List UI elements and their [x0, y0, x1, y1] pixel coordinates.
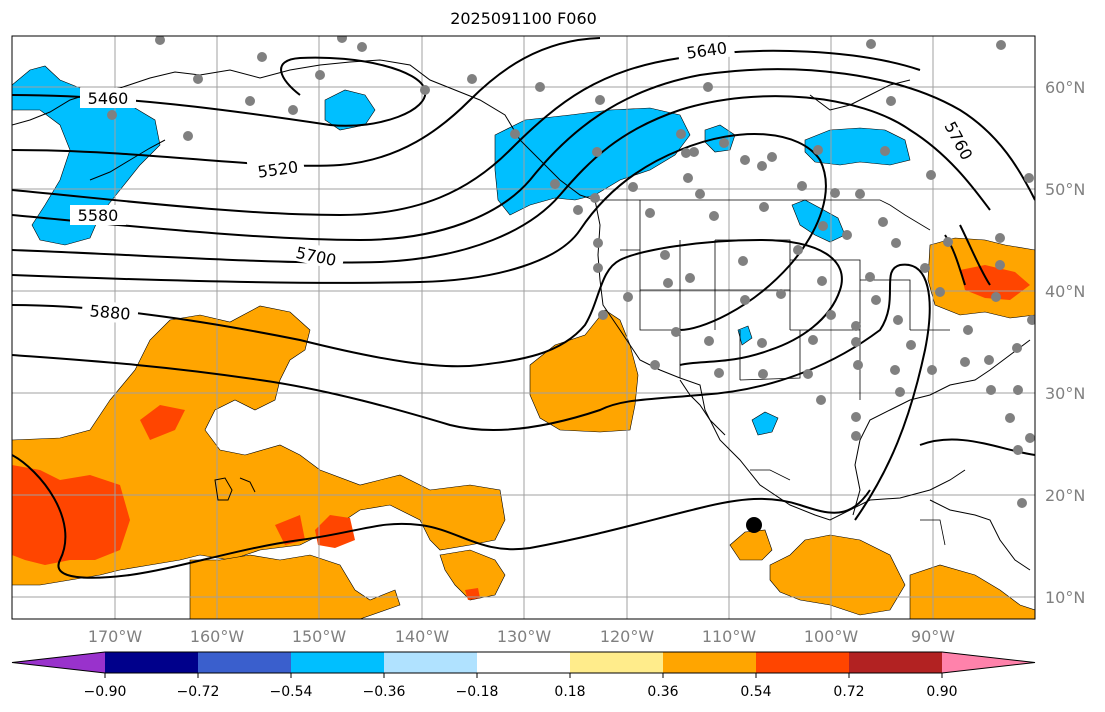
colorbar-segment — [105, 652, 199, 673]
contour-label: 5880 — [89, 301, 131, 323]
latitude-label: 20°N — [1045, 486, 1085, 505]
colorbar-segment — [756, 652, 850, 673]
colorbar-segment — [849, 652, 943, 673]
contour-label: 5580 — [78, 206, 119, 225]
longitude-label: 160°W — [190, 627, 245, 646]
station-dots — [107, 36, 1035, 508]
latitude-label: 10°N — [1045, 588, 1085, 607]
longitude-label: 110°W — [702, 627, 757, 646]
colorbar-tick-label: 0.18 — [554, 684, 585, 700]
colorbar-tick-label: −0.54 — [270, 684, 313, 700]
longitude-label: 130°W — [497, 627, 552, 646]
latitude-label: 50°N — [1045, 180, 1085, 199]
longitude-label: 140°W — [395, 627, 450, 646]
longitude-label: 120°W — [600, 627, 655, 646]
longitude-label: 90°W — [911, 627, 955, 646]
colorbar-segment — [384, 652, 478, 673]
colorbar: −0.90 −0.72 −0.54 −0.36 −0.18 0.18 0.36 0.54 0.7… — [11, 651, 1036, 700]
colorbar-tick-label: 0.90 — [926, 684, 957, 700]
colorbar-tick-label: 0.72 — [833, 684, 864, 700]
colorbar-tick-label: −0.90 — [84, 684, 127, 700]
colorbar-tick-label: 0.36 — [647, 684, 678, 700]
longitude-label: 150°W — [292, 627, 347, 646]
colorbar-segment — [942, 652, 1035, 673]
colorbar-segment — [198, 652, 292, 673]
contour-label: 5460 — [88, 89, 129, 108]
black-dot-icon — [746, 517, 762, 533]
colorbar-segment — [663, 652, 757, 673]
latitude-label: 40°N — [1045, 282, 1085, 301]
coastlines — [12, 59, 1031, 571]
political-borders — [598, 199, 950, 546]
colorbar-tick-label: −0.72 — [177, 684, 220, 700]
colorbar-tick-label: −0.36 — [363, 684, 406, 700]
chart-title: 2025091100 F060 — [450, 9, 597, 28]
longitude-label: 170°W — [88, 627, 143, 646]
colorbar-tick-label: −0.18 — [456, 684, 499, 700]
latitude-label: 30°N — [1045, 384, 1085, 403]
longitude-label: 100°W — [804, 627, 859, 646]
height-contours — [12, 37, 1035, 579]
map-frame — [11, 35, 1036, 620]
colorbar-tick-label: 0.54 — [740, 684, 771, 700]
latitude-label: 60°N — [1045, 78, 1085, 97]
colorbar-segment — [12, 652, 105, 673]
colorbar-segment — [570, 652, 664, 673]
colorbar-segment — [291, 652, 385, 673]
colorbar-segment — [477, 652, 571, 673]
graticule — [12, 36, 1035, 619]
